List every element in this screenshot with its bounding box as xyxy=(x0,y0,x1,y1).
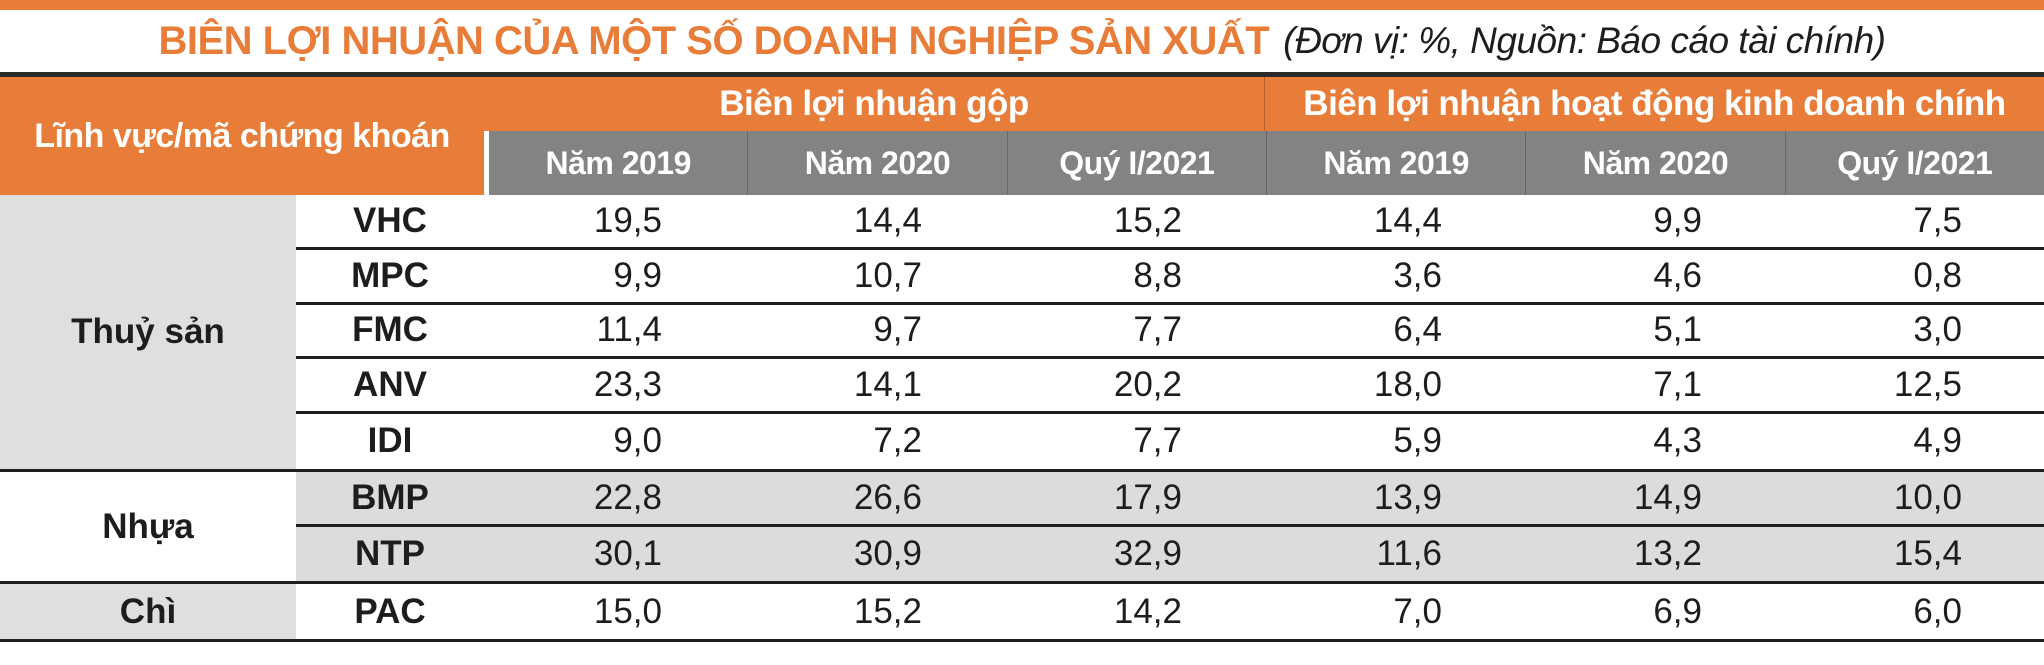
period-header-cell: Năm 2019 xyxy=(489,131,748,195)
value-cell: 8,8 xyxy=(1133,255,1182,295)
value-cell: 9,0 xyxy=(613,421,662,461)
value-cell: 9,9 xyxy=(613,255,662,295)
table-row: VHC 19,5 14,4 15,2 14,4 9,9 7,5 xyxy=(296,195,2044,250)
value-cell: 12,5 xyxy=(1893,365,1962,405)
value-cell: 15,4 xyxy=(1893,533,1962,573)
table-body: Thuỷ sản VHC 19,5 14,4 15,2 14,4 9,9 7,5 MPC 9,9 1… xyxy=(0,195,2044,642)
value-cell: 7,0 xyxy=(1393,591,1442,631)
table-row: ANV 23,3 14,1 20,2 18,0 7,1 12,5 xyxy=(296,359,2044,414)
ticker-cell: MPC xyxy=(351,255,429,295)
value-cell: 15,0 xyxy=(593,591,662,631)
value-cell: 4,9 xyxy=(1913,421,1962,461)
value-cell: 7,7 xyxy=(1133,310,1182,350)
table-header: Lĩnh vực/mã chứng khoán Biên lợi nhuận g… xyxy=(0,77,2044,195)
period-header-cell: Năm 2020 xyxy=(747,131,1007,195)
page-title: BIÊN LỢI NHUẬN CỦA MỘT SỐ DOANH NGHIỆP S… xyxy=(0,10,2044,72)
value-cell: 30,9 xyxy=(853,533,922,573)
group-header-gross-margin: Biên lợi nhuận gộp xyxy=(484,77,1264,131)
value-cell: 4,6 xyxy=(1653,255,1702,295)
top-accent-bar xyxy=(0,0,2044,10)
sector-label-cell: Chì xyxy=(0,584,296,639)
value-cell: 5,9 xyxy=(1393,421,1442,461)
value-cell: 15,2 xyxy=(1113,200,1182,240)
ticker-cell: FMC xyxy=(352,310,428,350)
value-cell: 9,9 xyxy=(1653,200,1702,240)
sector-group: Thuỷ sản VHC 19,5 14,4 15,2 14,4 9,9 7,5 MPC 9,9 1… xyxy=(0,195,2044,472)
value-cell: 26,6 xyxy=(853,477,922,517)
table-row: IDI 9,0 7,2 7,7 5,9 4,3 4,9 xyxy=(296,414,2044,469)
period-header-cell: Quý I/2021 xyxy=(1784,131,2044,195)
value-cell: 9,7 xyxy=(873,310,922,350)
value-cell: 32,9 xyxy=(1113,533,1182,573)
sector-label-cell: Nhựa xyxy=(0,471,296,582)
title-unit-source-note: (Đơn vị: %, Nguồn: Báo cáo tài chính) xyxy=(1283,20,1886,61)
value-cell: 20,2 xyxy=(1113,365,1182,405)
value-cell: 7,1 xyxy=(1653,365,1702,405)
value-cell: 4,3 xyxy=(1653,421,1702,461)
ticker-cell: IDI xyxy=(367,421,413,461)
value-cell: 30,1 xyxy=(593,533,662,573)
ticker-cell: VHC xyxy=(353,200,427,240)
value-cell: 3,6 xyxy=(1393,255,1442,295)
header-right-section: Biên lợi nhuận gộp Biên lợi nhuận hoạt đ… xyxy=(484,77,2044,195)
title-divider-rule xyxy=(0,72,2044,77)
table-row: PAC 15,0 15,2 14,2 7,0 6,9 6,0 xyxy=(296,584,2044,639)
value-cell: 14,4 xyxy=(853,200,922,240)
value-cell: 6,0 xyxy=(1913,591,1962,631)
value-cell: 18,0 xyxy=(1373,365,1442,405)
period-header-cell: Năm 2020 xyxy=(1525,131,1785,195)
value-cell: 11,4 xyxy=(596,310,662,350)
group-header-row: Biên lợi nhuận gộp Biên lợi nhuận hoạt đ… xyxy=(484,77,2044,131)
table-row: MPC 9,9 10,7 8,8 3,6 4,6 0,8 xyxy=(296,249,2044,305)
sector-rows: VHC 19,5 14,4 15,2 14,4 9,9 7,5 MPC 9,9 10,7 8,8 3,… xyxy=(296,195,2044,469)
value-cell: 7,2 xyxy=(873,421,922,461)
value-cell: 23,3 xyxy=(593,365,662,405)
value-cell: 6,4 xyxy=(1393,310,1442,350)
value-cell: 14,9 xyxy=(1633,477,1702,517)
corner-header-cell: Lĩnh vực/mã chứng khoán xyxy=(0,77,484,195)
value-cell: 10,7 xyxy=(853,255,922,295)
value-cell: 14,2 xyxy=(1113,591,1182,631)
table-row: FMC 11,4 9,7 7,7 6,4 5,1 3,0 xyxy=(296,304,2044,360)
period-header-row: Năm 2019 Năm 2020 Quý I/2021 Năm 2019 Năm 20… xyxy=(484,131,2044,195)
value-cell: 17,9 xyxy=(1113,477,1182,517)
ticker-cell: NTP xyxy=(355,533,425,573)
sector-rows: PAC 15,0 15,2 14,2 7,0 6,9 6,0 xyxy=(296,584,2044,639)
value-cell: 13,2 xyxy=(1633,533,1702,573)
value-cell: 5,1 xyxy=(1653,310,1702,350)
table-row: NTP 30,1 30,9 32,9 11,6 13,2 15,4 xyxy=(296,526,2044,582)
period-header-cell: Năm 2019 xyxy=(1265,131,1526,195)
value-cell: 7,5 xyxy=(1913,200,1962,240)
ticker-cell: BMP xyxy=(351,477,429,517)
value-cell: 22,8 xyxy=(593,477,662,517)
sector-rows: BMP 22,8 26,6 17,9 13,9 14,9 10,0 NTP 30,1 30,9 32… xyxy=(296,471,2044,582)
ticker-cell: PAC xyxy=(354,591,426,631)
table-row: BMP 22,8 26,6 17,9 13,9 14,9 10,0 xyxy=(296,471,2044,527)
value-cell: 7,7 xyxy=(1133,421,1182,461)
value-cell: 0,8 xyxy=(1913,255,1962,295)
sector-label-cell: Thuỷ sản xyxy=(0,195,296,469)
sector-group: Nhựa BMP 22,8 26,6 17,9 13,9 14,9 10,0 NTP 30,1 30… xyxy=(0,471,2044,585)
value-cell: 6,9 xyxy=(1653,591,1702,631)
value-cell: 13,9 xyxy=(1373,477,1442,517)
value-cell: 14,4 xyxy=(1373,200,1442,240)
margins-table: Lĩnh vực/mã chứng khoán Biên lợi nhuận g… xyxy=(0,77,2044,642)
value-cell: 3,0 xyxy=(1913,310,1962,350)
group-header-operating-margin: Biên lợi nhuận hoạt động kinh doanh chín… xyxy=(1264,77,2044,131)
sector-group: Chì PAC 15,0 15,2 14,2 7,0 6,9 6,0 xyxy=(0,584,2044,642)
value-cell: 15,2 xyxy=(853,591,922,631)
title-main-text: BIÊN LỢI NHUẬN CỦA MỘT SỐ DOANH NGHIỆP S… xyxy=(158,18,1270,63)
value-cell: 10,0 xyxy=(1893,477,1962,517)
period-header-cell: Quý I/2021 xyxy=(1006,131,1266,195)
value-cell: 11,6 xyxy=(1376,533,1442,573)
ticker-cell: ANV xyxy=(353,365,427,405)
value-cell: 19,5 xyxy=(593,200,662,240)
value-cell: 14,1 xyxy=(853,365,922,405)
